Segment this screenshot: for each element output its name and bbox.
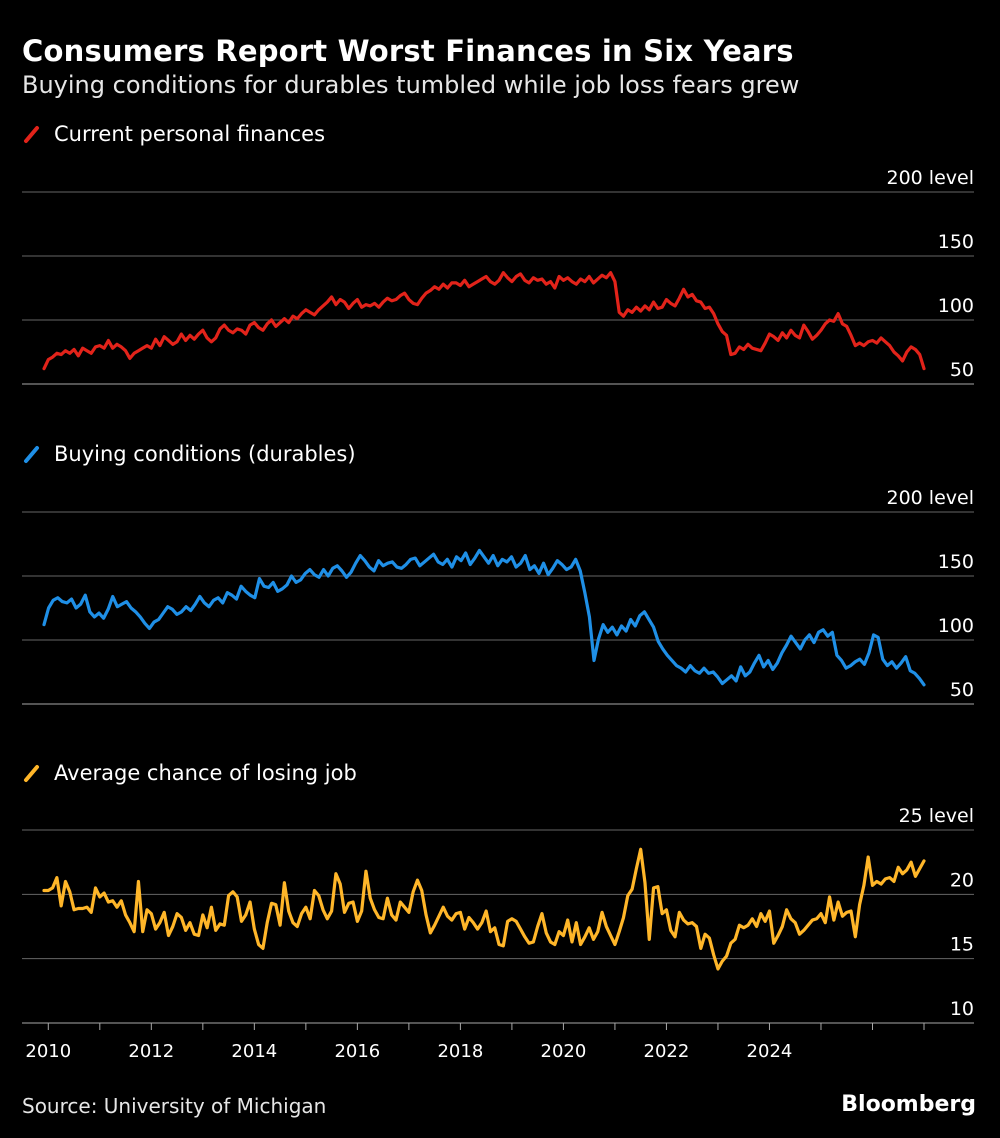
y-tick-label: 50 [950, 359, 974, 381]
chart-title: Consumers Report Worst Finances in Six Y… [22, 34, 794, 68]
y-tick-label: 25 level [899, 805, 974, 827]
y-tick-label: 150 [938, 551, 974, 573]
x-tick-label: 2022 [644, 1041, 690, 1062]
series-line [42, 271, 926, 371]
brand-logo: Bloomberg [841, 1092, 976, 1117]
legend-swatch [24, 446, 39, 463]
series-line [42, 548, 926, 687]
chart-subtitle: Buying conditions for durables tumbled w… [22, 71, 800, 99]
series-line [42, 847, 926, 971]
legend-label: Buying conditions (durables) [54, 442, 356, 466]
y-tick-label: 200 level [887, 487, 975, 509]
y-tick-label: 15 [950, 934, 974, 956]
source-note: Source: University of Michigan [22, 1094, 327, 1118]
legend-label: Current personal finances [54, 122, 325, 146]
x-tick-label: 2016 [334, 1041, 380, 1062]
legend-swatch [24, 765, 39, 782]
legend-swatch [24, 126, 39, 143]
y-tick-label: 200 level [887, 167, 975, 189]
panel-1: Current personal finances 50 100 150 200 lev… [22, 122, 975, 385]
y-tick-label: 100 [938, 295, 974, 317]
panel-2: Buying conditions (durables) 50 100 150 200 … [22, 442, 975, 705]
x-tick-label: 2012 [128, 1041, 174, 1062]
x-tick-label: 2014 [231, 1041, 277, 1062]
x-tick-label: 2020 [541, 1041, 587, 1062]
x-tick-label: 2018 [437, 1041, 483, 1062]
panel-3: Average chance of losing job 10 15 20 25 lev… [22, 761, 974, 1062]
x-tick-label: 2010 [25, 1041, 71, 1062]
y-tick-label: 150 [938, 231, 974, 253]
y-tick-label: 20 [950, 869, 974, 891]
y-tick-label: 10 [950, 998, 974, 1020]
legend-label: Average chance of losing job [54, 761, 357, 785]
x-tick-label: 2024 [747, 1041, 793, 1062]
y-tick-label: 50 [950, 679, 974, 701]
y-tick-label: 100 [938, 615, 974, 637]
